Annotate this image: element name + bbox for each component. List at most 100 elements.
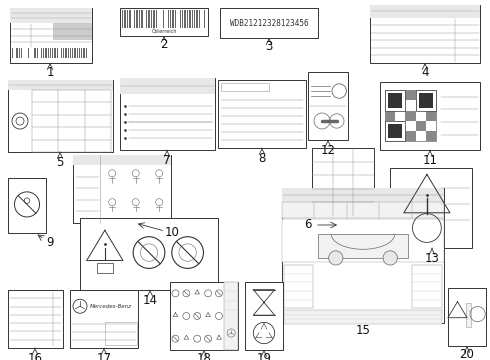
Bar <box>187 10 188 28</box>
Bar <box>168 10 169 28</box>
Text: Mercedes-Benz: Mercedes-Benz <box>90 304 132 309</box>
Bar <box>318 234 408 258</box>
Bar <box>170 10 172 28</box>
Bar <box>139 10 140 28</box>
Bar <box>385 111 395 121</box>
Bar <box>426 131 436 141</box>
Bar <box>56 48 58 58</box>
Bar <box>32 90 111 152</box>
Bar <box>312 148 374 216</box>
Bar <box>416 100 426 111</box>
Text: 16: 16 <box>27 351 43 360</box>
Bar <box>34 48 35 58</box>
Bar <box>27 48 29 58</box>
Bar <box>70 290 138 348</box>
Bar <box>73 155 171 223</box>
Bar <box>80 218 218 290</box>
Bar <box>194 10 196 28</box>
Bar <box>17 48 18 58</box>
Bar <box>97 264 113 273</box>
Bar <box>8 80 113 90</box>
Bar <box>405 131 416 141</box>
Bar <box>405 111 416 121</box>
Bar <box>61 48 62 58</box>
Bar <box>21 48 22 58</box>
Bar <box>204 10 205 28</box>
Text: 5: 5 <box>56 156 64 168</box>
Circle shape <box>383 251 397 265</box>
Bar <box>10 8 92 23</box>
Bar <box>412 265 442 308</box>
Text: 1: 1 <box>46 66 54 78</box>
Bar <box>68 48 69 58</box>
Bar <box>180 10 181 28</box>
Bar <box>416 90 436 111</box>
Text: 9: 9 <box>46 237 54 249</box>
Bar <box>153 10 154 28</box>
Bar <box>448 288 486 346</box>
Text: 17: 17 <box>97 351 112 360</box>
Bar <box>388 124 402 138</box>
Bar <box>370 5 480 63</box>
Bar <box>224 282 238 350</box>
Text: 4: 4 <box>421 66 429 78</box>
Text: 20: 20 <box>460 348 474 360</box>
Bar <box>43 48 45 58</box>
Bar <box>370 5 480 18</box>
Bar <box>8 80 113 152</box>
Bar <box>220 8 318 38</box>
Bar <box>405 90 416 100</box>
Bar <box>12 48 13 58</box>
Bar <box>385 90 395 100</box>
Bar <box>73 155 171 165</box>
Text: 14: 14 <box>143 293 157 306</box>
Bar <box>124 10 126 28</box>
Bar <box>81 48 82 58</box>
Bar <box>175 10 176 28</box>
Bar <box>52 48 53 58</box>
Text: 11: 11 <box>422 153 438 166</box>
Text: 7: 7 <box>163 153 171 166</box>
Bar <box>426 111 436 121</box>
Text: 13: 13 <box>424 252 440 265</box>
Text: WDB21212328123456: WDB21212328123456 <box>230 18 308 27</box>
Bar <box>52 23 92 40</box>
Bar <box>380 82 480 150</box>
Bar <box>129 10 130 28</box>
Bar <box>19 48 20 58</box>
Bar <box>426 90 436 100</box>
Bar <box>282 202 444 218</box>
Bar <box>8 290 63 348</box>
Text: 10: 10 <box>165 226 179 239</box>
Bar <box>282 188 444 202</box>
Bar <box>50 48 51 58</box>
Text: 8: 8 <box>258 152 266 165</box>
Text: 15: 15 <box>356 324 370 337</box>
Text: 3: 3 <box>265 40 273 54</box>
Bar <box>79 48 80 58</box>
Text: 12: 12 <box>320 144 336 157</box>
Bar <box>120 78 215 150</box>
Bar <box>8 178 46 233</box>
Bar <box>120 8 208 36</box>
Bar <box>282 188 444 323</box>
Bar <box>192 10 193 28</box>
Bar <box>385 131 395 141</box>
Bar <box>395 100 405 111</box>
Bar <box>416 121 426 131</box>
Bar <box>72 48 74 58</box>
Bar <box>390 168 472 248</box>
Text: 6: 6 <box>304 219 312 231</box>
Bar <box>66 48 67 58</box>
Bar <box>134 10 135 28</box>
Bar <box>122 10 123 28</box>
Bar <box>63 48 65 58</box>
Bar <box>141 10 143 28</box>
Text: Österreich: Österreich <box>151 29 177 34</box>
Bar <box>418 93 433 108</box>
Bar <box>76 48 78 58</box>
Bar <box>163 10 164 28</box>
Bar <box>385 90 405 111</box>
Bar <box>148 10 150 28</box>
Bar <box>196 10 198 28</box>
